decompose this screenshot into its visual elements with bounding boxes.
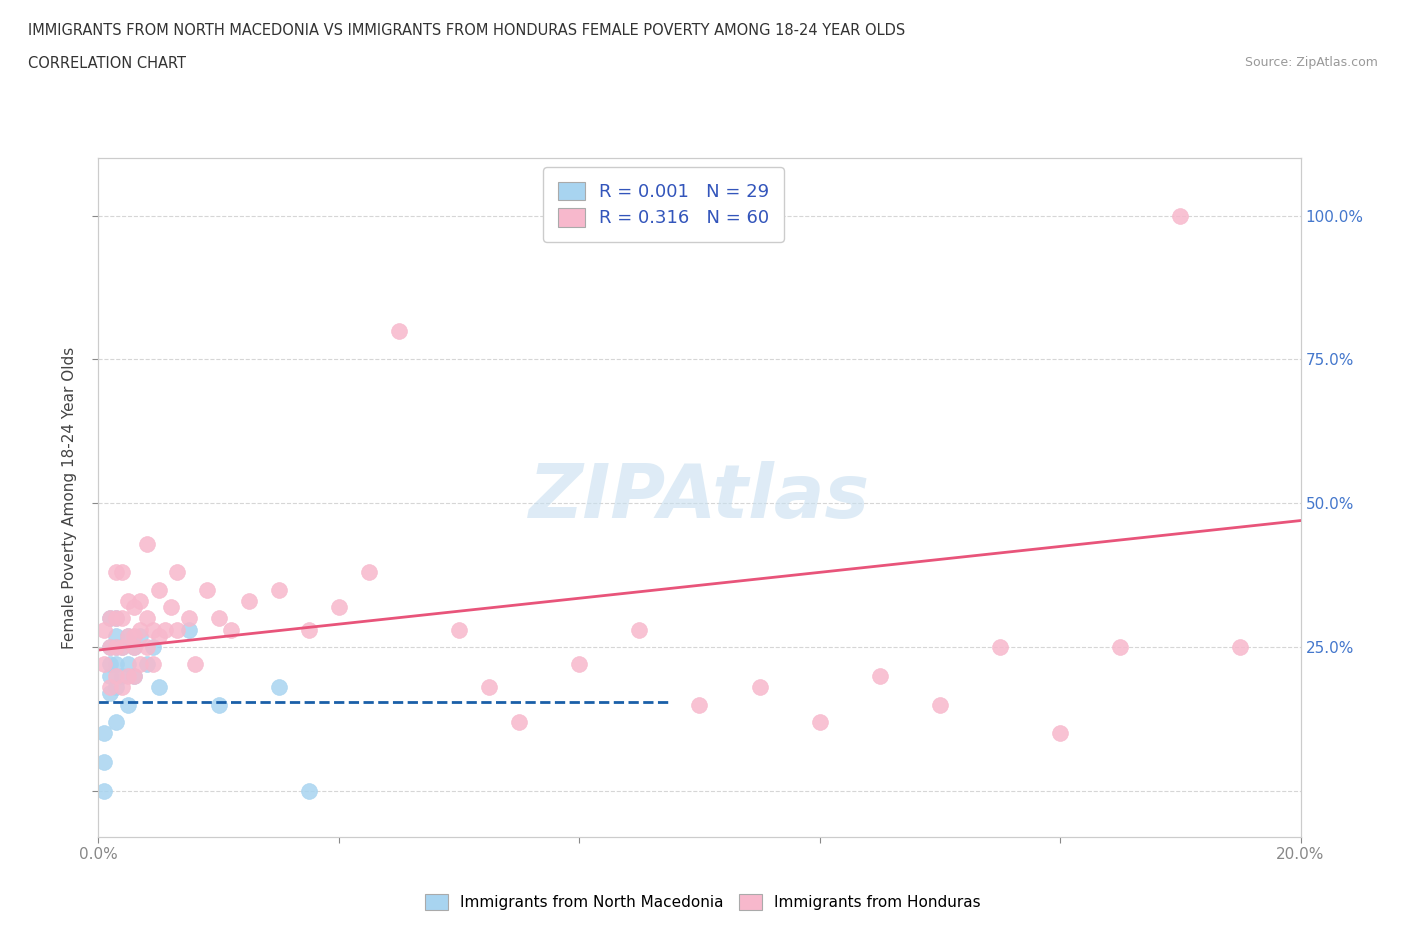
Text: CORRELATION CHART: CORRELATION CHART <box>28 56 186 71</box>
Point <box>117 698 139 712</box>
Point <box>298 784 321 799</box>
Point <box>117 628 139 643</box>
Point <box>141 622 163 637</box>
Point <box>117 669 139 684</box>
Point <box>105 565 128 579</box>
Point <box>135 611 157 626</box>
Point <box>357 565 380 579</box>
Point <box>105 640 128 655</box>
Point <box>100 685 122 700</box>
Point <box>111 680 134 695</box>
Point <box>124 640 146 655</box>
Point <box>105 640 128 655</box>
Point <box>238 593 260 608</box>
Point <box>159 600 181 615</box>
Point <box>124 628 146 643</box>
Text: ZIPAtlas: ZIPAtlas <box>529 461 870 534</box>
Point <box>129 593 152 608</box>
Point <box>219 622 242 637</box>
Point <box>478 680 501 695</box>
Point <box>129 622 152 637</box>
Point <box>117 657 139 671</box>
Point <box>141 657 163 671</box>
Point <box>328 600 350 615</box>
Point <box>124 669 146 684</box>
Point <box>808 714 831 729</box>
Point <box>1229 640 1251 655</box>
Point <box>135 657 157 671</box>
Point <box>93 726 115 741</box>
Point <box>105 628 128 643</box>
Point <box>105 611 128 626</box>
Point <box>267 582 290 597</box>
Point <box>117 628 139 643</box>
Point <box>153 622 176 637</box>
Point <box>129 628 152 643</box>
Point <box>148 628 170 643</box>
Point <box>135 536 157 551</box>
Point <box>111 640 134 655</box>
Point <box>105 657 128 671</box>
Point <box>148 582 170 597</box>
Point <box>1109 640 1132 655</box>
Point <box>208 698 231 712</box>
Point <box>208 611 231 626</box>
Point <box>748 680 770 695</box>
Point <box>111 669 134 684</box>
Point <box>988 640 1011 655</box>
Point <box>148 680 170 695</box>
Point <box>100 640 122 655</box>
Point <box>100 611 122 626</box>
Legend: R = 0.001   N = 29, R = 0.316   N = 60: R = 0.001 N = 29, R = 0.316 N = 60 <box>543 167 783 242</box>
Point <box>117 593 139 608</box>
Point <box>124 600 146 615</box>
Point <box>100 640 122 655</box>
Legend: Immigrants from North Macedonia, Immigrants from Honduras: Immigrants from North Macedonia, Immigra… <box>418 886 988 918</box>
Point <box>388 324 411 339</box>
Point <box>93 622 115 637</box>
Point <box>183 657 205 671</box>
Text: Source: ZipAtlas.com: Source: ZipAtlas.com <box>1244 56 1378 69</box>
Point <box>141 640 163 655</box>
Point <box>267 680 290 695</box>
Point <box>129 657 152 671</box>
Point <box>93 784 115 799</box>
Point <box>166 565 188 579</box>
Point <box>111 611 134 626</box>
Point <box>447 622 470 637</box>
Point <box>628 622 651 637</box>
Point <box>177 611 200 626</box>
Point <box>111 640 134 655</box>
Point <box>100 657 122 671</box>
Y-axis label: Female Poverty Among 18-24 Year Olds: Female Poverty Among 18-24 Year Olds <box>62 347 77 649</box>
Point <box>105 611 128 626</box>
Text: IMMIGRANTS FROM NORTH MACEDONIA VS IMMIGRANTS FROM HONDURAS FEMALE POVERTY AMONG: IMMIGRANTS FROM NORTH MACEDONIA VS IMMIG… <box>28 23 905 38</box>
Point <box>100 611 122 626</box>
Point <box>111 565 134 579</box>
Point <box>568 657 591 671</box>
Point <box>93 755 115 770</box>
Point <box>124 669 146 684</box>
Point <box>298 622 321 637</box>
Point <box>869 669 891 684</box>
Point <box>177 622 200 637</box>
Point <box>689 698 711 712</box>
Point <box>93 657 115 671</box>
Point <box>135 640 157 655</box>
Point <box>105 714 128 729</box>
Point <box>166 622 188 637</box>
Point <box>105 669 128 684</box>
Point <box>100 669 122 684</box>
Point <box>124 640 146 655</box>
Point <box>1170 208 1192 223</box>
Point <box>508 714 530 729</box>
Point <box>105 680 128 695</box>
Point <box>100 680 122 695</box>
Point <box>929 698 952 712</box>
Point <box>1049 726 1071 741</box>
Point <box>195 582 218 597</box>
